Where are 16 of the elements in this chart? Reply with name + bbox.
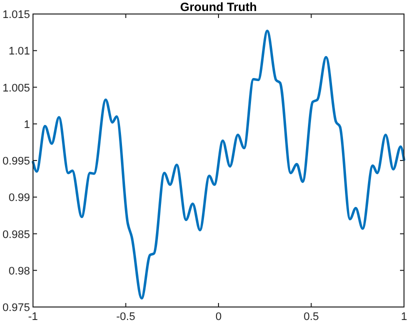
y-tick-label: 1.005 xyxy=(2,82,30,94)
y-tick-label: 1.01 xyxy=(8,46,30,58)
y-tick-label: 0.98 xyxy=(8,265,30,278)
x-tick-label: -1 xyxy=(28,311,38,323)
y-tick-label: 0.995 xyxy=(2,156,30,168)
y-tick-label: 1.015 xyxy=(2,9,30,21)
x-tick-label: -0.5 xyxy=(116,311,136,323)
x-tick-label: 1 xyxy=(400,311,407,323)
y-tick-label: 0.975 xyxy=(2,302,30,314)
y-tick-label: 0.99 xyxy=(8,192,30,204)
y-tick-label: 0.985 xyxy=(2,228,30,241)
y-tick-label: 1 xyxy=(24,118,30,131)
x-tick-label: 0.5 xyxy=(304,311,319,323)
line-series xyxy=(32,30,406,300)
x-tick-label: 0 xyxy=(215,311,222,323)
chart-title: Ground Truth xyxy=(180,0,257,14)
